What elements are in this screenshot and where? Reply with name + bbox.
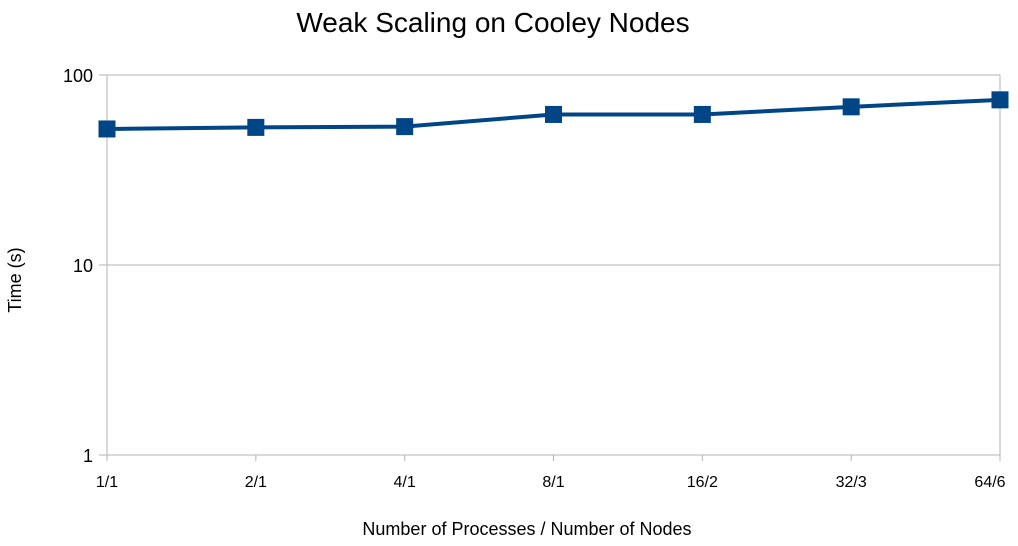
x-tick-label-5: 16/2: [687, 474, 718, 491]
data-point-64-6: [991, 91, 1009, 109]
gridlines: [99, 74, 1000, 456]
x-tick-label-1: 1/1: [96, 474, 118, 491]
x-tick-label-2: 2/1: [245, 474, 267, 491]
data-point-1-1: [98, 120, 116, 138]
series-layer: [98, 91, 1009, 138]
data-point-2-1: [247, 118, 265, 136]
y-tick-labels: 1 10 100: [63, 66, 93, 466]
chart-title: Weak Scaling on Cooley Nodes: [296, 7, 689, 38]
data-point-16-2: [693, 105, 711, 123]
data-point-4-1: [396, 118, 414, 136]
y-tick-label-1: 1: [83, 446, 93, 466]
axes: [106, 75, 1001, 461]
x-tick-label-7: 64/6: [974, 474, 1005, 491]
data-point-32-3: [842, 98, 860, 116]
x-tick-label-3: 4/1: [394, 474, 416, 491]
y-axis-label: Time (s): [5, 247, 25, 312]
y-tick-label-100: 100: [63, 66, 93, 86]
x-tick-label-4: 8/1: [542, 474, 564, 491]
data-point-8-1: [545, 105, 562, 123]
x-axis-label: Number of Processes / Number of Nodes: [362, 519, 691, 539]
x-tick-labels: 1/1 2/1 4/1 8/1 16/2 32/3 64/6: [96, 474, 1006, 491]
x-tick-label-6: 32/3: [836, 474, 867, 491]
y-tick-label-10: 10: [73, 256, 93, 276]
